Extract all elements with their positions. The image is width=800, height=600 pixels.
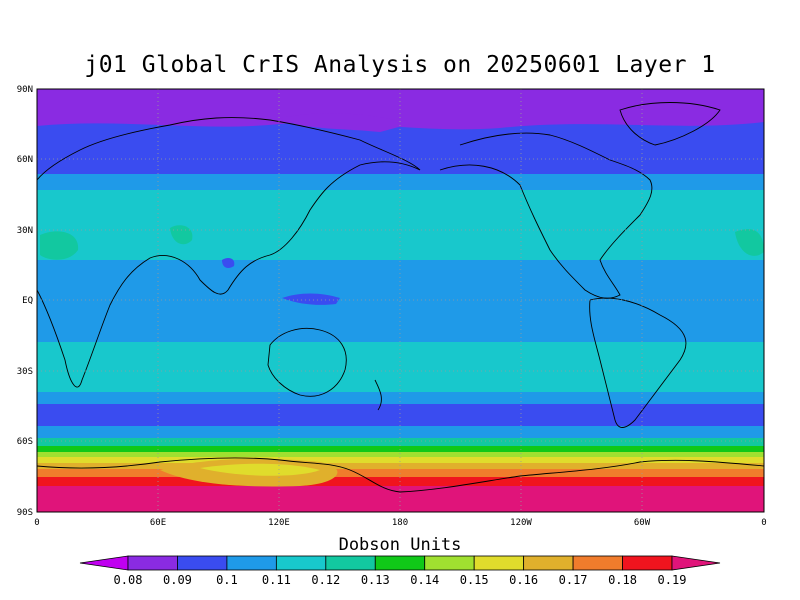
arctic-purple-patch: [280, 113, 410, 132]
chart-title: j01 Global CrIS Analysis on 20250601 Lay…: [84, 52, 716, 78]
lon-label: 180: [392, 518, 408, 528]
band-sh-subtropic: [37, 342, 764, 392]
atlantic-teal-patch: [735, 229, 764, 256]
lon-label: 60W: [634, 518, 651, 528]
colorbar-swatch: [523, 555, 574, 571]
band-130: [37, 438, 764, 446]
lat-label: 60S: [17, 437, 33, 447]
colorbar-high-arrow: [671, 555, 721, 571]
coast-australia: [267, 327, 347, 397]
colorbar-title: Dobson Units: [338, 535, 462, 555]
colorbar-swatch: [622, 555, 673, 571]
colorbar-swatch: [127, 555, 178, 571]
colorbar: 0.08 0.09 0.1 0.11 0.12 0.13 0.14 0.15 0.16 0.17 0…: [79, 555, 721, 587]
band-nh-subtropic: [37, 190, 764, 260]
band-150: [37, 452, 764, 457]
colorbar-swatch: [226, 555, 277, 571]
lat-label: 30N: [17, 226, 33, 236]
colorbar-swatch: [572, 555, 623, 571]
colorbar-tick-label: 0.09: [163, 573, 192, 587]
map-frame: [36, 88, 765, 513]
band-southern-ocean: [37, 404, 764, 426]
band-160: [37, 457, 764, 463]
lat-label: 30S: [17, 367, 33, 377]
coast-south-america: [589, 297, 687, 428]
colorbar-swatch: [424, 555, 475, 571]
tropical-pacific-blue: [282, 293, 340, 305]
band-tropics: [37, 260, 764, 342]
band-180: [37, 469, 764, 477]
lat-axis: 90N 60N 30N EQ 30S 60S 90S: [17, 85, 33, 518]
band-subarctic: [37, 134, 764, 174]
colorbar-swatch: [374, 555, 426, 571]
colorbar-low-arrow: [79, 555, 129, 571]
colorbar-tick-label: 0.13: [361, 573, 390, 587]
heatmap-field: [37, 89, 764, 512]
coast-north-america: [439, 132, 653, 299]
lon-label: 0: [761, 518, 766, 528]
antarctic-yellow-core: [200, 463, 320, 476]
colorbar-tick-label: 0.1: [216, 573, 238, 587]
band-southern-teal: [37, 426, 764, 438]
lat-label: 90S: [17, 508, 33, 518]
band-140: [37, 446, 764, 452]
lon-label: 60E: [150, 518, 166, 528]
band-190: [37, 477, 764, 486]
band-170: [37, 463, 764, 469]
colorbar-tick-label: 0.12: [311, 573, 340, 587]
coast-greenland: [619, 102, 721, 146]
arctic-blue-lobe: [37, 122, 764, 136]
band-sh-midlat: [37, 392, 764, 404]
coast-new-zealand: [374, 379, 382, 411]
tibet-blue: [222, 258, 235, 268]
colorbar-tick-label: 0.15: [460, 573, 489, 587]
lon-label: 0: [34, 518, 39, 528]
colorbar-tick-label: 0.17: [559, 573, 588, 587]
coast-antarctica: [37, 457, 764, 493]
coast-africa-eurasia: [37, 117, 421, 388]
colorbar-tick-label: 0.14: [410, 573, 439, 587]
lon-label: 120E: [268, 518, 290, 528]
sahara-teal-patch: [40, 231, 79, 260]
colorbar-swatch: [325, 555, 376, 571]
colorbar-tick-label: 0.18: [608, 573, 637, 587]
colorbar-tick-label: 0.08: [114, 573, 143, 587]
band-antarctic: [37, 486, 764, 512]
colorbar-swatch: [177, 555, 228, 571]
lon-axis: 0 60E 120E 180 120W 60W 0: [34, 518, 766, 528]
colorbar-tick-label: 0.16: [509, 573, 538, 587]
arabia-teal-patch: [170, 225, 193, 245]
coastlines: [37, 102, 764, 493]
colorbar-tick-label: 0.19: [658, 573, 687, 587]
band-nh-midlat: [37, 174, 764, 190]
graticule: [37, 89, 764, 512]
colorbar-swatch: [275, 555, 327, 571]
lat-label: 90N: [17, 85, 33, 95]
lat-label: EQ: [22, 296, 33, 306]
lon-label: 120W: [510, 518, 532, 528]
colorbar-swatch: [473, 555, 525, 571]
colorbar-tick-label: 0.11: [262, 573, 291, 587]
lat-label: 60N: [17, 155, 33, 165]
